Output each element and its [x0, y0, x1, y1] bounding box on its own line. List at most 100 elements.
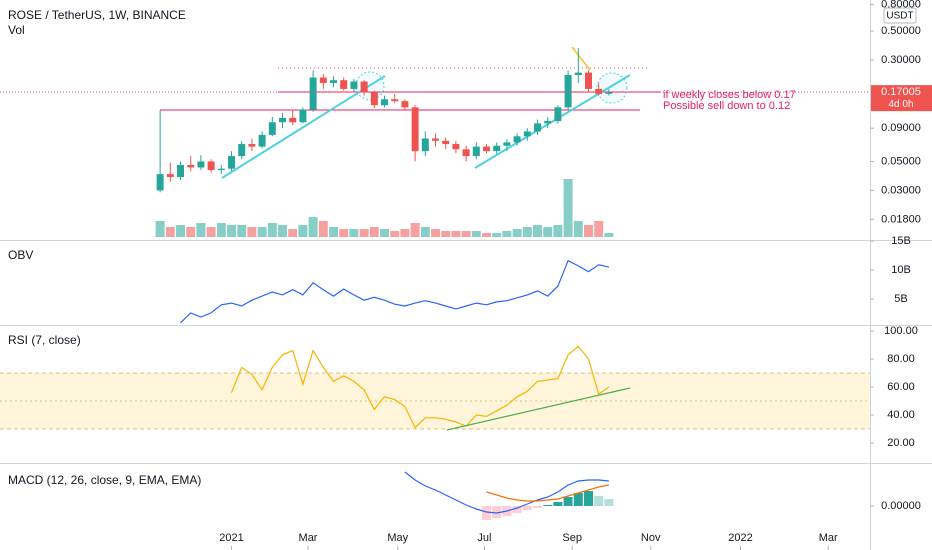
y-tick-label: 5B [894, 293, 907, 305]
candle-body [472, 146, 480, 157]
candle-body [156, 174, 164, 191]
volume-bar [502, 231, 512, 237]
volume-title: Vol [8, 23, 25, 37]
volume-bar [522, 227, 532, 237]
volume-bar [257, 227, 267, 237]
candle-body [483, 146, 491, 152]
histogram-bar [482, 506, 492, 520]
candle-body [564, 75, 572, 108]
macd-title: MACD (12, 26, close, 9, EMA, EMA) [8, 473, 201, 487]
candle-body [584, 72, 592, 89]
y-tick-label: 0.03000 [881, 184, 921, 196]
volume-bar [237, 225, 247, 237]
rsi-title: RSI (7, close) [8, 333, 81, 347]
histogram-bar [522, 506, 532, 510]
volume-bar [298, 225, 308, 237]
candle-body [319, 77, 327, 83]
volume-bar [431, 229, 441, 237]
candle-body [340, 80, 348, 89]
y-tick-label: 0.01800 [881, 213, 921, 225]
volume-bar [573, 221, 583, 237]
x-tick-label: Mar [299, 532, 318, 544]
volume-bar [247, 227, 257, 237]
y-tick-label: 0.30000 [881, 54, 921, 66]
volume-bar [339, 229, 349, 237]
volume-bar [461, 231, 471, 237]
signal-line [486, 484, 610, 502]
annotation: if weekly closes below 0.17 [663, 89, 796, 101]
candle-body [503, 142, 511, 146]
x-tick-label: Mar [819, 532, 838, 544]
y-tick-label: 0.05000 [881, 155, 921, 167]
volume-bar [349, 229, 359, 237]
histogram-bar [492, 506, 502, 518]
annotation: Possible sell down to 0.12 [663, 100, 790, 112]
candle-body [523, 131, 531, 137]
volume-bar [451, 231, 461, 237]
candle-body [289, 117, 297, 123]
candle-body [370, 92, 378, 106]
volume-bar [583, 225, 593, 237]
volume-bar [492, 233, 502, 237]
volume-bar [512, 229, 522, 237]
candle-body [350, 81, 358, 89]
volume-bar [563, 179, 573, 237]
candle-body [544, 121, 552, 124]
volume-bar [359, 229, 369, 237]
y-tick-label: 20.00 [887, 437, 915, 449]
volume-bar [553, 225, 563, 237]
x-tick-label: May [387, 532, 408, 544]
candle-body [432, 138, 440, 141]
y-tick-label: 60.00 [887, 381, 915, 393]
candle-body [442, 140, 450, 145]
candle-body [187, 164, 195, 168]
volume-bar [318, 221, 328, 237]
candle-body [534, 123, 542, 132]
candle-body [421, 138, 429, 152]
y-tick-label: 100.00 [884, 325, 918, 337]
volume-bar [176, 225, 186, 237]
volume-bar [380, 229, 390, 237]
candle-body [207, 161, 215, 171]
candle-body [381, 99, 389, 106]
histogram-bar [512, 506, 522, 513]
x-tick-label: 2022 [728, 532, 752, 544]
y-tick-label: 0.00000 [881, 500, 921, 512]
unit-label: USDT [886, 11, 913, 22]
candle-body [411, 107, 419, 152]
y-tick-label: 10B [891, 264, 911, 276]
unit-box[interactable] [883, 7, 917, 24]
volume-bar [155, 221, 165, 237]
candle-body [574, 72, 582, 76]
volume-bar [410, 223, 420, 237]
candle-body [513, 136, 521, 143]
y-tick-label: 80.00 [887, 353, 915, 365]
histogram-bar [553, 502, 563, 506]
histogram-bar [594, 496, 604, 506]
volume-bar [604, 233, 614, 237]
volume-bar [288, 229, 298, 237]
volume-bar [186, 227, 196, 237]
histogram-bar [604, 499, 614, 506]
obv-title: OBV [8, 248, 33, 262]
candle-body [268, 122, 276, 135]
candle-body [248, 144, 256, 147]
volume-bar [533, 225, 543, 237]
volume-bar [308, 217, 318, 237]
candle-body [391, 99, 399, 102]
candle-body [330, 80, 338, 83]
volume-bar [482, 233, 492, 237]
histogram-bar [543, 505, 553, 506]
trend-line [474, 74, 631, 169]
x-tick-label: Jul [477, 532, 491, 544]
macd-line [404, 471, 609, 514]
candle-body [166, 174, 174, 178]
volume-bar [594, 221, 604, 237]
x-tick-label: Nov [641, 532, 661, 544]
candle-body [554, 107, 562, 122]
volume-bar [420, 227, 430, 237]
volume-bar [206, 227, 216, 237]
